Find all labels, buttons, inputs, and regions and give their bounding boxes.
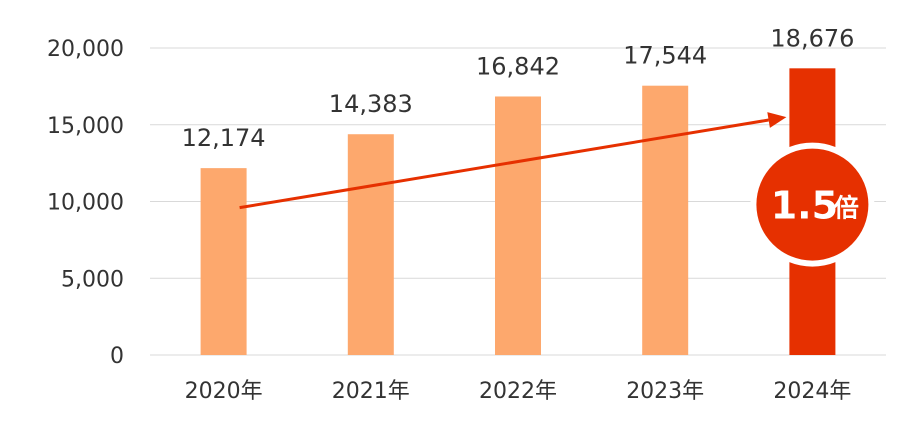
y-tick-label: 0 — [110, 344, 124, 369]
x-tick-label: 2024年 — [773, 379, 851, 404]
bar-2022年 — [495, 96, 541, 355]
data-label: 17,544 — [623, 42, 707, 70]
annotation-number: 1.5 — [771, 184, 838, 228]
x-tick-label: 2022年 — [479, 379, 557, 404]
y-tick-label: 15,000 — [47, 114, 124, 139]
bar-2020年 — [200, 168, 247, 355]
y-tick-label: 20,000 — [47, 37, 124, 62]
annotation-badge — [756, 148, 869, 261]
data-label: 16,842 — [476, 52, 560, 80]
y-tick-label: 5,000 — [61, 267, 124, 292]
x-tick-label: 2020年 — [185, 379, 263, 404]
x-tick-label: 2021年 — [332, 379, 410, 404]
bar-2021年 — [347, 134, 394, 355]
data-label: 18,676 — [770, 24, 854, 52]
trend-arrow-head — [767, 112, 787, 128]
trend-arrow-line — [239, 118, 769, 210]
data-label: 12,174 — [182, 124, 266, 152]
y-tick-label: 10,000 — [47, 191, 124, 216]
bar-2023年 — [642, 85, 689, 356]
data-label: 14,383 — [329, 90, 413, 118]
x-tick-label: 2023年 — [626, 379, 704, 404]
annotation-unit: 倍 — [834, 194, 859, 223]
